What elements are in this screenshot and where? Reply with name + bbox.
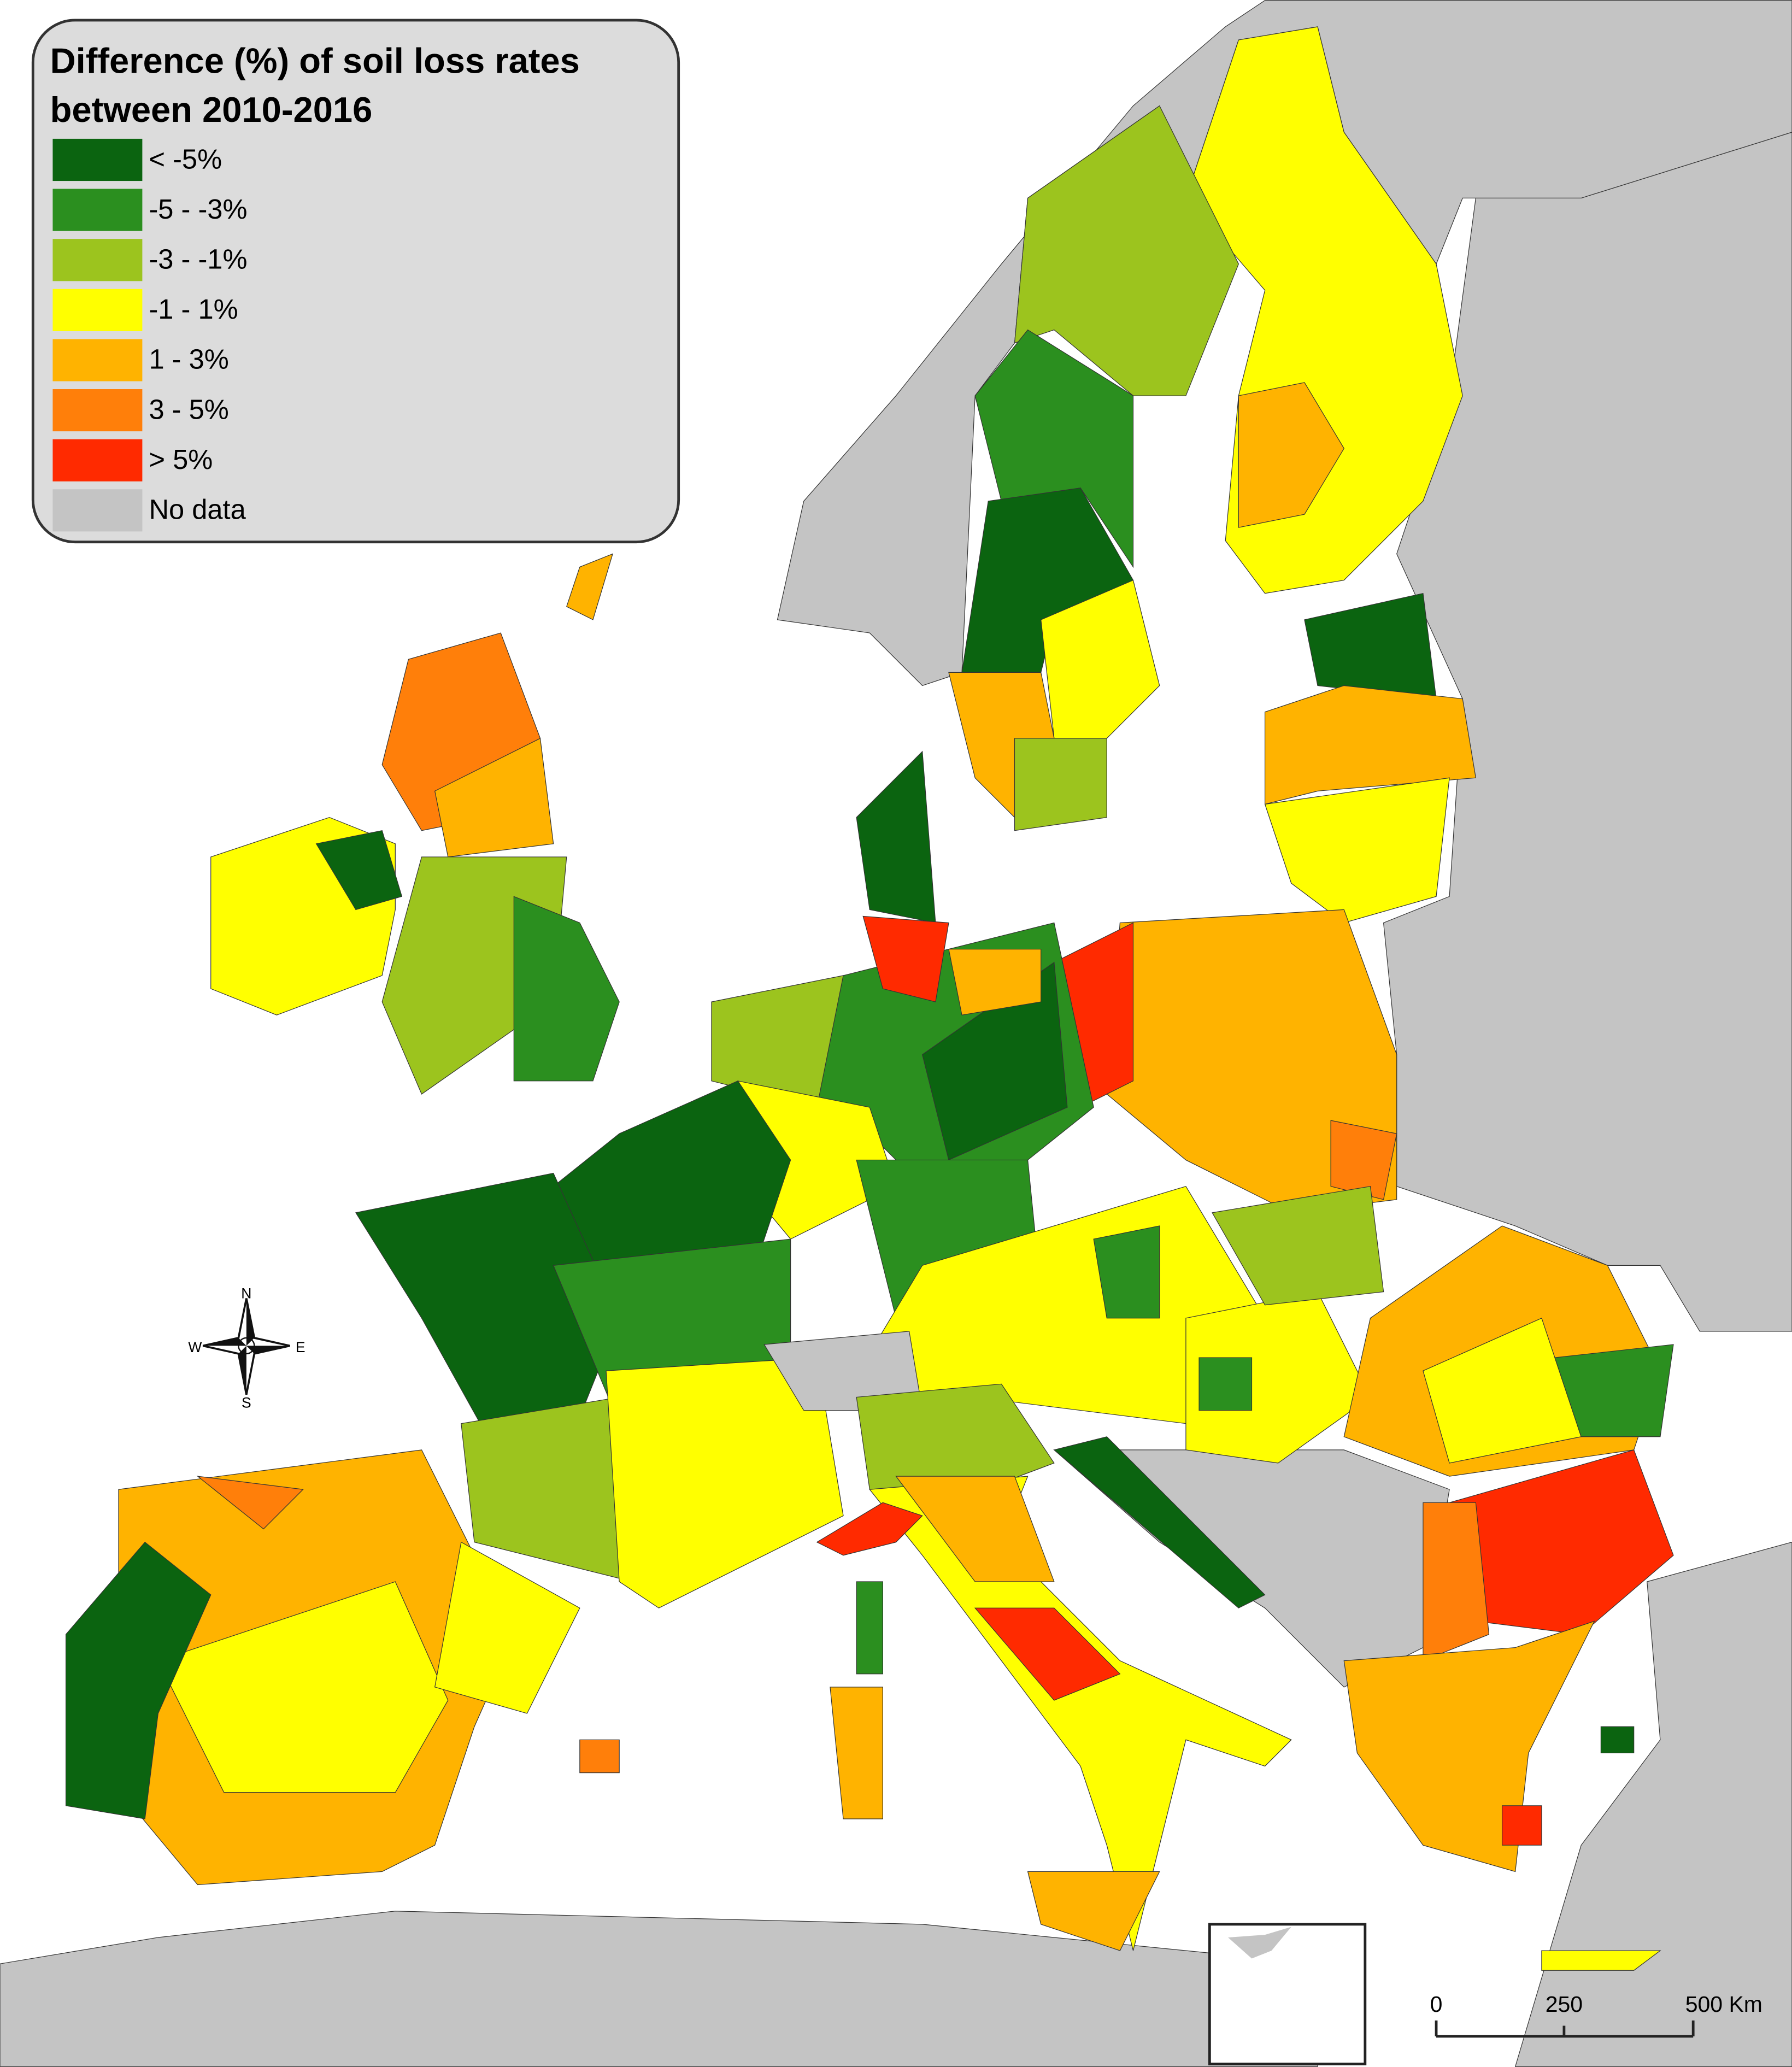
legend-swatch	[52, 439, 143, 481]
region	[974, 1607, 1121, 1701]
legend-label: -3 - -1%	[149, 244, 247, 275]
region	[1212, 1185, 1384, 1306]
region	[1600, 1726, 1635, 1754]
region	[157, 1581, 449, 1793]
region	[566, 553, 614, 620]
legend-box	[31, 19, 680, 544]
legend-swatch	[52, 138, 143, 181]
compass-label: S	[242, 1394, 251, 1411]
compass-ring	[238, 1337, 255, 1355]
region	[816, 1502, 923, 1556]
legend-label: -5 - -3%	[149, 193, 247, 225]
legend-label: No data	[149, 494, 246, 525]
region	[196, 1476, 304, 1530]
region	[1014, 738, 1107, 831]
compass-needle	[238, 1346, 246, 1395]
region	[1423, 1502, 1490, 1661]
legend-label: 3 - 5%	[149, 394, 228, 425]
compass-label: W	[188, 1339, 202, 1355]
inset-land	[1228, 1927, 1291, 1959]
region	[513, 896, 620, 1082]
region	[579, 1739, 620, 1774]
legend-swatch	[52, 189, 143, 231]
legend-label: -1 - 1%	[149, 293, 238, 325]
compass-needle	[203, 1337, 246, 1346]
region	[1041, 579, 1160, 739]
cyprus-inset	[1208, 1923, 1367, 2065]
legend: Difference (%) of soil loss rates between…	[31, 19, 680, 544]
region	[1514, 1542, 1792, 2067]
legend-swatch	[52, 239, 143, 281]
scale-label: 250	[1546, 1992, 1583, 2017]
legend-label: > 5%	[149, 444, 213, 475]
region	[1027, 1871, 1160, 1951]
region	[315, 830, 403, 911]
region	[1554, 1344, 1674, 1437]
compass-needle	[246, 1346, 290, 1354]
scale-label: 500 Km	[1685, 1992, 1762, 2017]
inset-frame	[1208, 1923, 1367, 2065]
scale-label: 0	[1430, 1992, 1443, 2017]
region	[1330, 1120, 1397, 1200]
region	[1238, 382, 1344, 528]
region	[948, 949, 1042, 1015]
region	[434, 1541, 580, 1714]
legend-swatch	[52, 489, 143, 532]
region	[1198, 1357, 1253, 1411]
region	[1501, 1805, 1542, 1846]
region	[1053, 1436, 1266, 1608]
region	[895, 1476, 1055, 1582]
compass-label: E	[296, 1339, 305, 1355]
legend-swatch	[52, 289, 143, 331]
region	[434, 738, 554, 858]
legend-label: 1 - 3%	[149, 344, 228, 375]
legend-title: Difference (%) of soil loss rates	[50, 41, 580, 81]
compass-needle	[246, 1298, 255, 1346]
compass: N E S W	[188, 1285, 305, 1411]
region	[862, 915, 949, 1002]
legend-title: between 2010-2016	[50, 90, 373, 130]
region	[856, 1581, 883, 1675]
legend-swatch	[52, 339, 143, 381]
scale-bar: 0 250 500 Km	[1430, 1992, 1762, 2038]
region	[65, 1541, 211, 1819]
region	[830, 1687, 883, 1819]
compass-label: N	[241, 1285, 251, 1301]
region	[1541, 1950, 1661, 1971]
legend-label: < -5%	[149, 143, 222, 174]
region	[1264, 777, 1450, 924]
region	[1093, 1225, 1160, 1319]
legend-swatch	[52, 389, 143, 432]
